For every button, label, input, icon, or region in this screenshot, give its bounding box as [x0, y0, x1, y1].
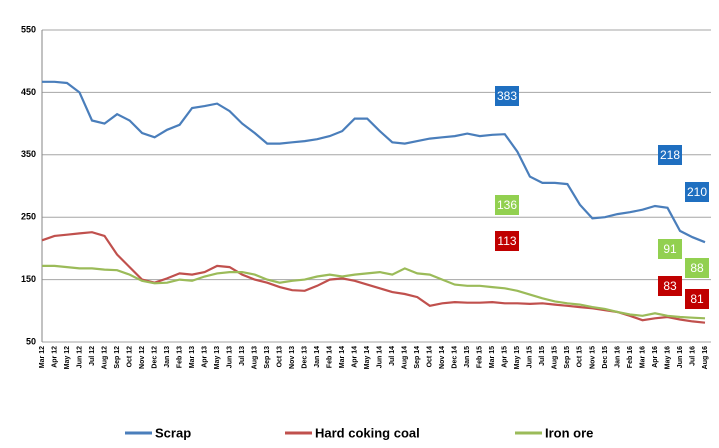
- x-tick-label: Dec 14: [452, 346, 459, 369]
- x-tick-label: Apr 14: [352, 346, 359, 368]
- x-tick-label: Sep 14: [414, 346, 421, 369]
- x-tick-label: Jul 14: [389, 346, 396, 366]
- legend-label: Scrap: [155, 425, 191, 440]
- annotation-box: [495, 86, 519, 106]
- annotation-box: [685, 258, 709, 278]
- x-tick-label: Jun 12: [76, 346, 83, 368]
- y-tick-label: 50: [26, 336, 36, 346]
- x-tick-label: Feb 13: [176, 346, 183, 368]
- x-tick-label: Aug 14: [402, 346, 409, 369]
- x-tick-label: Jul 15: [539, 346, 546, 366]
- x-tick-label: Jun 16: [677, 346, 684, 368]
- y-tick-label: 450: [21, 87, 36, 97]
- annotation-box: [658, 239, 682, 259]
- x-tick-label: Aug 13: [252, 346, 259, 369]
- x-tick-label: Mar 15: [489, 346, 496, 368]
- x-tick-label: Nov 13: [289, 346, 296, 369]
- annotation: 91: [663, 242, 677, 256]
- x-tick-label: Aug 16: [702, 346, 709, 369]
- x-tick-label: Nov 12: [139, 346, 146, 369]
- x-tick-label: Jan 16: [614, 346, 621, 368]
- annotation-box: [495, 231, 519, 251]
- y-tick-label: 550: [21, 24, 36, 34]
- annotation-box: [495, 195, 519, 215]
- x-tick-label: Oct 13: [277, 346, 284, 368]
- annotation: 81: [690, 292, 704, 306]
- x-tick-label: Sep 13: [264, 346, 271, 369]
- x-tick-label: Oct 12: [126, 346, 133, 368]
- annotation: 383: [497, 89, 517, 103]
- y-tick-label: 250: [21, 212, 36, 222]
- x-tick-label: Oct 15: [577, 346, 584, 368]
- x-tick-label: Aug 12: [101, 346, 108, 369]
- x-tick-label: Sep 12: [114, 346, 121, 369]
- annotation-box: [658, 145, 682, 165]
- annotation: 113: [497, 234, 516, 248]
- legend-label: Iron ore: [545, 425, 593, 440]
- annotation: 88: [690, 261, 704, 275]
- x-tick-label: May 12: [64, 346, 71, 369]
- x-tick-label: Jun 14: [377, 346, 384, 368]
- x-tick-label: Jun 13: [226, 346, 233, 368]
- annotation-box: [685, 182, 709, 202]
- legend-label: Hard coking coal: [315, 425, 420, 440]
- x-tick-label: Jan 13: [164, 346, 171, 368]
- x-tick-label: Feb 16: [627, 346, 634, 368]
- x-tick-label: Dec 13: [302, 346, 309, 369]
- x-tick-label: Apr 16: [652, 346, 659, 368]
- annotation: 210: [687, 185, 707, 199]
- x-tick-label: Mar 12: [39, 346, 46, 368]
- x-tick-label: Apr 15: [502, 346, 509, 368]
- x-tick-label: Apr 13: [201, 346, 208, 368]
- annotation-box: [658, 276, 682, 296]
- x-tick-label: Mar 14: [339, 346, 346, 368]
- x-tick-label: May 13: [214, 346, 221, 369]
- x-tick-label: Jan 14: [314, 346, 321, 368]
- x-tick-label: Jan 15: [464, 346, 471, 368]
- x-tick-label: Mar 16: [639, 346, 646, 368]
- x-tick-label: Jun 15: [527, 346, 534, 368]
- x-tick-label: Nov 15: [589, 346, 596, 369]
- series-line: [42, 80, 706, 244]
- x-tick-label: Jul 12: [89, 346, 96, 366]
- x-tick-label: May 15: [514, 346, 521, 369]
- x-tick-label: Oct 14: [427, 346, 434, 368]
- x-tick-label: Dec 12: [151, 346, 158, 369]
- x-tick-label: Sep 15: [564, 346, 571, 369]
- x-tick-label: Feb 14: [327, 346, 334, 368]
- y-tick-label: 350: [21, 149, 36, 159]
- series-line: [42, 264, 706, 320]
- x-tick-label: Jul 13: [239, 346, 246, 366]
- annotation: 218: [660, 148, 680, 162]
- x-tick-label: Feb 15: [477, 346, 484, 368]
- annotation: 136: [497, 198, 517, 212]
- annotation: 83: [663, 279, 677, 293]
- x-tick-label: Mar 13: [189, 346, 196, 368]
- x-tick-label: Aug 15: [552, 346, 559, 369]
- x-tick-label: Nov 14: [439, 346, 446, 369]
- x-tick-label: Jul 16: [689, 346, 696, 366]
- x-tick-label: May 14: [364, 346, 371, 369]
- annotation-box: [685, 289, 709, 309]
- y-tick-label: 150: [21, 274, 36, 284]
- x-tick-label: May 16: [664, 346, 671, 369]
- x-tick-label: Apr 12: [51, 346, 58, 368]
- x-tick-label: Dec 15: [602, 346, 609, 369]
